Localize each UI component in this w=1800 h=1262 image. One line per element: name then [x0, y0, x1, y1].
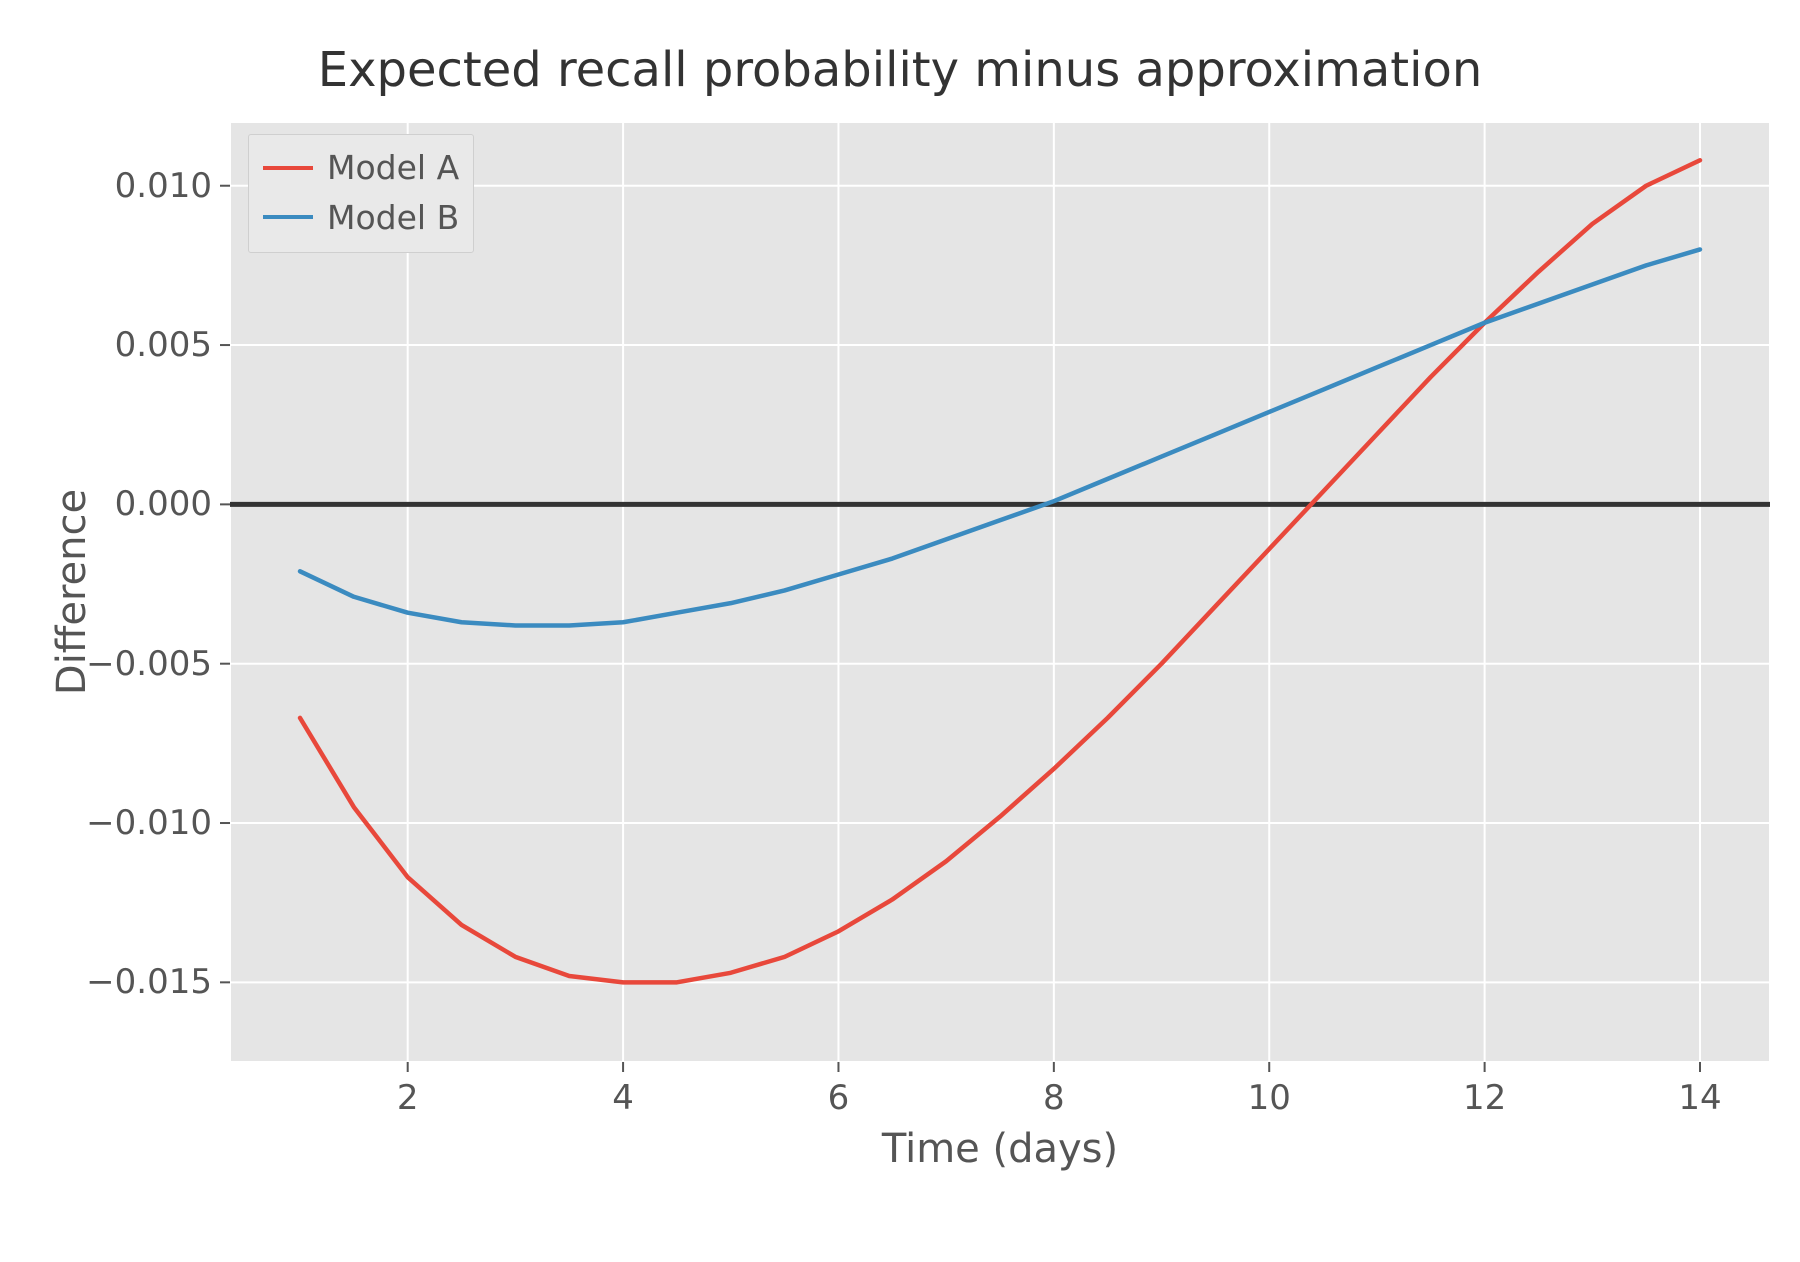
legend-line-sample [263, 166, 313, 170]
y-tick-label: −0.010 [86, 803, 212, 843]
x-tick-label: 12 [1463, 1078, 1506, 1118]
legend-label: Model A [327, 143, 459, 193]
x-tick-label: 2 [397, 1078, 419, 1118]
x-tick-label: 4 [612, 1078, 634, 1118]
legend-label: Model B [327, 193, 459, 243]
x-tick-label: 10 [1248, 1078, 1291, 1118]
y-tick-label: −0.015 [86, 962, 212, 1002]
x-tick-label: 8 [1043, 1078, 1065, 1118]
figure: Expected recall probability minus approx… [0, 0, 1800, 1200]
y-tick-label: 0.010 [115, 166, 212, 206]
x-tick-label: 14 [1678, 1078, 1721, 1118]
legend-line-sample [263, 215, 313, 219]
plot-area: Model AModel B 2468101214−0.015−0.010−0.… [230, 122, 1770, 1062]
y-tick-label: 0.005 [115, 325, 212, 365]
legend-item: Model A [263, 143, 459, 193]
y-tick-label: −0.005 [86, 644, 212, 684]
legend: Model AModel B [248, 134, 474, 253]
legend-item: Model B [263, 193, 459, 243]
x-tick-label: 6 [828, 1078, 850, 1118]
y-tick-label: 0.000 [115, 484, 212, 524]
